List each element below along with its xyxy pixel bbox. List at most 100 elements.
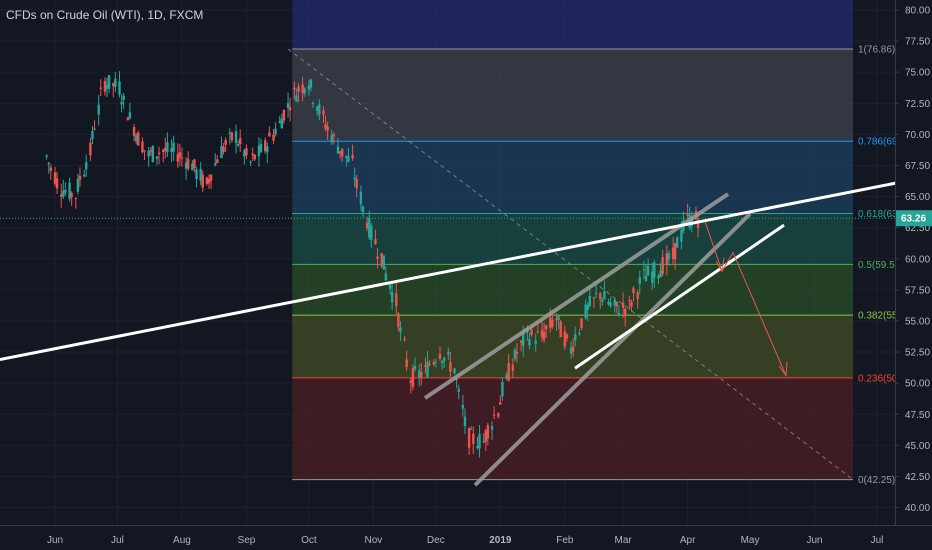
candle-body xyxy=(85,162,88,170)
candle-body xyxy=(420,371,423,378)
candle-body xyxy=(162,149,165,153)
candle-body xyxy=(659,270,662,278)
time-tick-label: Nov xyxy=(364,535,382,546)
candle-body xyxy=(236,144,240,146)
candle-body xyxy=(151,145,155,162)
price-tick-label: 70.00 xyxy=(905,130,930,141)
candle-body xyxy=(209,174,213,181)
candle-body xyxy=(112,83,115,87)
candle-body xyxy=(476,445,479,449)
candle-body xyxy=(453,368,456,374)
price-tick-label: 65.00 xyxy=(905,192,930,203)
candle-body xyxy=(588,295,592,306)
candle-body xyxy=(557,316,560,321)
candle-body xyxy=(515,352,519,355)
fib-zone xyxy=(292,264,853,316)
chart-drawings[interactable] xyxy=(0,48,898,487)
fib-level-label: 0(42.25) xyxy=(858,475,895,486)
candle-body xyxy=(214,163,217,166)
price-axis[interactable]: 80.00 77.50 75.00 72.50 70.00 67.50 65.00 62.50… xyxy=(895,0,932,550)
candle-body xyxy=(91,131,94,140)
candle-body xyxy=(114,78,117,87)
long-support-trendline[interactable] xyxy=(0,181,898,361)
candle-body xyxy=(376,256,379,259)
candle-body xyxy=(467,428,471,448)
candle-body xyxy=(449,362,452,372)
candle-body xyxy=(266,146,269,153)
candle-body xyxy=(617,312,621,316)
candle-body xyxy=(686,214,689,216)
candle-body xyxy=(368,217,371,238)
candle-body xyxy=(580,318,583,328)
candle-body xyxy=(263,140,267,152)
candle-body xyxy=(530,329,533,335)
fib-level-label: 0.236(50 xyxy=(858,373,898,384)
rising-support-line[interactable] xyxy=(574,223,785,370)
price-tick-label: 57.50 xyxy=(905,285,930,296)
candle-body xyxy=(311,102,315,105)
candle-body xyxy=(274,128,277,135)
candle-body xyxy=(222,146,225,152)
candle-body xyxy=(440,361,444,363)
price-tick-label: 40.00 xyxy=(905,503,930,514)
time-tick-label: Mar xyxy=(614,535,632,546)
candle-body xyxy=(370,225,373,240)
candle-body xyxy=(195,169,198,179)
fibonacci-retracement[interactable]: 1(76.86) 0.786(69 0.618(63 0.5(59.5 0.382(55… xyxy=(292,0,898,486)
candle-body xyxy=(671,247,675,259)
candle-body xyxy=(586,305,589,310)
candle-body xyxy=(499,402,502,405)
chart-title: CFDs on Crude Oil (WTI), 1D, FXCM xyxy=(6,8,204,22)
channel-lower-line[interactable] xyxy=(473,212,752,487)
candle-body xyxy=(438,353,442,359)
time-tick-label: Jul xyxy=(871,535,884,546)
channel-upper-line[interactable] xyxy=(423,192,730,400)
candle-body xyxy=(230,132,234,141)
fib-level-label: 1(76.86) xyxy=(858,45,895,56)
candle-body xyxy=(492,414,496,416)
time-tick-label: Aug xyxy=(173,535,191,546)
candle-body xyxy=(623,308,627,317)
candle-body xyxy=(45,155,48,157)
candle-body xyxy=(507,363,510,381)
candle-body xyxy=(563,331,567,347)
candle-body xyxy=(64,189,67,193)
candle-body xyxy=(559,321,562,338)
candle-body xyxy=(592,297,596,299)
candle-body xyxy=(644,275,648,282)
trend-diagonal-dashed xyxy=(287,48,854,480)
time-tick-label: Jun xyxy=(47,535,63,546)
candle-body xyxy=(143,150,146,152)
candle-body xyxy=(103,81,107,92)
candle-body xyxy=(297,86,300,92)
time-axis[interactable]: Jun Jul Aug Sep Oct Nov Dec 2019 Feb Mar Apr May Jun… xyxy=(0,525,932,550)
price-tick-label: 52.50 xyxy=(905,348,930,359)
fib-level-label: 0.786(69 xyxy=(858,137,898,148)
candle-body xyxy=(324,124,327,129)
fib-level-label: 0.618(63 xyxy=(858,209,898,220)
candle-body xyxy=(417,370,421,378)
candle-body xyxy=(667,253,671,260)
candle-body xyxy=(55,178,59,189)
candle-body xyxy=(555,318,558,321)
candle-body xyxy=(428,364,431,366)
candle-body xyxy=(544,325,548,329)
candle-body xyxy=(184,162,188,169)
price-tick-label: 55.00 xyxy=(905,316,930,327)
candle-body xyxy=(511,364,515,371)
candle-body xyxy=(676,237,679,248)
candle-body xyxy=(359,191,363,205)
candle-body xyxy=(286,103,290,108)
candle-body xyxy=(380,253,383,267)
candle-body xyxy=(70,192,73,198)
candle-body xyxy=(409,380,413,384)
candle-body xyxy=(68,182,71,199)
price-tick-label: 47.50 xyxy=(905,410,930,421)
candle-body xyxy=(239,138,242,145)
candle-body xyxy=(636,292,639,299)
candle-body xyxy=(390,291,394,303)
time-tick-label: May xyxy=(741,535,760,546)
candle-body xyxy=(384,273,388,281)
candle-body xyxy=(447,352,450,355)
